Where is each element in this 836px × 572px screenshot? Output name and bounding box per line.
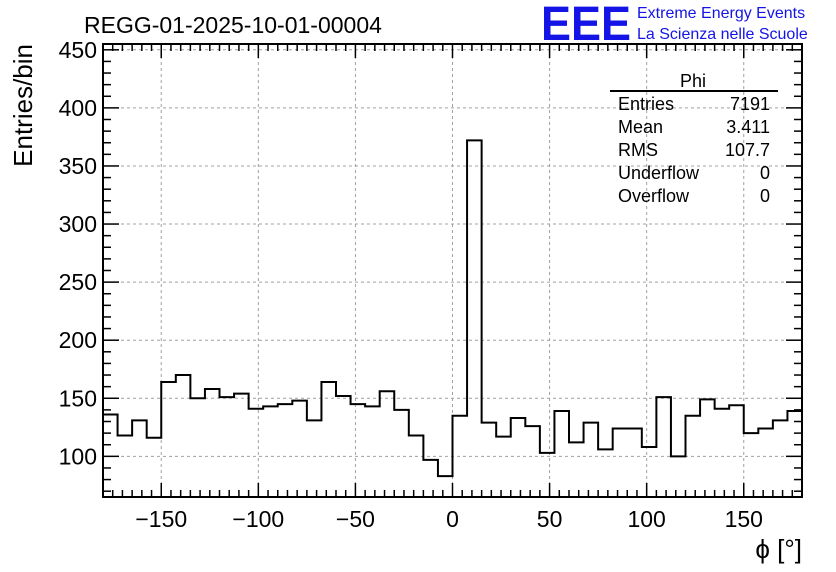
y-axis-label: Entries/bin bbox=[8, 44, 38, 167]
chart-title: REGG-01-2025-10-01-00004 bbox=[84, 12, 382, 38]
x-tick-label: −150 bbox=[135, 506, 187, 532]
y-tick-labels: 100 150 200 250 300 350 400 450 bbox=[59, 37, 97, 470]
x-axis-label: ϕ [°] bbox=[755, 534, 802, 564]
histogram-line bbox=[103, 139, 802, 478]
logo-mark: EEE bbox=[541, 0, 631, 51]
y-tick-label: 250 bbox=[59, 269, 97, 295]
y-tick-label: 100 bbox=[59, 443, 97, 469]
stats-label: Underflow bbox=[618, 163, 700, 183]
stats-value: 0 bbox=[760, 186, 770, 206]
grid-lines bbox=[103, 44, 802, 497]
x-tick-label: 50 bbox=[537, 506, 563, 532]
stats-box: Phi Entries 7191 Mean 3.411 RMS 107.7 Underflo… bbox=[610, 71, 778, 206]
stats-title: Phi bbox=[680, 71, 706, 91]
logo-line-2: La Scienza nelle Scuole bbox=[637, 26, 808, 43]
axis-ticks bbox=[103, 44, 802, 497]
stats-label: RMS bbox=[618, 140, 658, 160]
stats-label: Entries bbox=[618, 94, 674, 114]
x-tick-label: 0 bbox=[446, 506, 459, 532]
y-tick-label: 200 bbox=[59, 327, 97, 353]
eee-logo: EEE Extreme Energy Events La Scienza nel… bbox=[541, 0, 808, 51]
y-tick-label: 350 bbox=[59, 153, 97, 179]
y-tick-label: 450 bbox=[59, 37, 97, 63]
y-tick-label: 400 bbox=[59, 95, 97, 121]
x-tick-label: −100 bbox=[232, 506, 284, 532]
stats-rows: Entries 7191 Mean 3.411 RMS 107.7 Underflow 0 Ov… bbox=[618, 94, 770, 206]
x-tick-label: 100 bbox=[627, 506, 665, 532]
stats-value: 107.7 bbox=[725, 140, 770, 160]
stats-label: Overflow bbox=[618, 186, 690, 206]
stats-label: Mean bbox=[618, 117, 663, 137]
x-tick-label: −50 bbox=[336, 506, 375, 532]
logo-line-1: Extreme Energy Events bbox=[637, 5, 805, 22]
x-tick-labels: −150 −100 −50 0 50 100 150 bbox=[135, 506, 763, 532]
stats-value: 7191 bbox=[730, 94, 770, 114]
y-tick-label: 150 bbox=[59, 385, 97, 411]
stats-value: 3.411 bbox=[726, 117, 770, 137]
y-tick-label: 300 bbox=[59, 211, 97, 237]
x-tick-label: 150 bbox=[725, 506, 763, 532]
stats-value: 0 bbox=[760, 163, 770, 183]
